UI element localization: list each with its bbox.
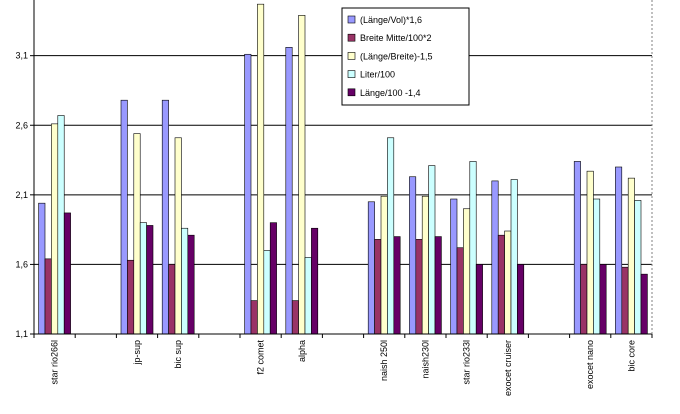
- bar: [244, 53, 252, 335]
- bar: [621, 266, 629, 335]
- legend-swatch: [347, 52, 356, 60]
- bar: [463, 208, 471, 335]
- bar: [311, 227, 319, 335]
- legend-swatch: [347, 88, 356, 97]
- bar: [615, 166, 623, 335]
- bar: [517, 264, 525, 335]
- bar: [580, 264, 588, 335]
- legend-label: Liter/100: [360, 70, 395, 80]
- bar: [393, 236, 401, 335]
- bar: [291, 300, 299, 335]
- bar: [57, 115, 65, 335]
- bar: [409, 176, 417, 335]
- bar: [161, 99, 169, 335]
- legend-label: Länge/100 -1,4: [360, 88, 421, 98]
- bar: [497, 234, 505, 335]
- bar: [133, 133, 141, 335]
- category-label: naish230l: [420, 340, 430, 379]
- bar: [181, 227, 189, 335]
- bar: [491, 180, 499, 335]
- bar: [599, 264, 607, 335]
- bar: [367, 201, 375, 335]
- bar: [298, 15, 306, 335]
- bar: [44, 258, 52, 335]
- bar: [285, 47, 293, 335]
- bar: [469, 161, 477, 335]
- legend-label: Breite Mitte/100*2: [360, 33, 432, 43]
- category-label: star rio266l: [50, 340, 60, 385]
- bar: [304, 257, 312, 335]
- bar: [510, 179, 518, 335]
- bar: [387, 137, 395, 335]
- legend: (Länge/Vol)*1,6 Breite Mitte/100*2 (Länge/…: [341, 7, 470, 106]
- bar: [504, 230, 512, 335]
- bar: [634, 200, 642, 335]
- bar: [450, 198, 458, 335]
- legend-swatch: [347, 15, 356, 24]
- legend-label: (Länge/Vol)*1,6: [360, 15, 422, 25]
- bar: [139, 222, 147, 335]
- legend-box: [341, 7, 470, 106]
- category-label: exocet nano: [585, 340, 595, 389]
- bar: [428, 165, 436, 335]
- y-tick-label: 1,6: [15, 259, 28, 269]
- bar: [263, 250, 271, 335]
- axes: 1,1 1,6 2,1 2,6 3,1 star rio266l jp-sup bic sup…: [15, 0, 653, 396]
- bars: [38, 3, 648, 335]
- y-tick-label: 1,1: [15, 329, 28, 339]
- bar: [127, 259, 135, 335]
- bar: [374, 239, 382, 335]
- bar: [627, 177, 635, 335]
- bar: [51, 123, 59, 335]
- category-label: naish 250l: [379, 340, 389, 381]
- bar: [187, 234, 195, 335]
- y-tick-label: 2,6: [15, 120, 28, 130]
- legend-label: (Länge/Breite)-1,5: [360, 51, 433, 61]
- bar: [593, 198, 601, 335]
- bar: [250, 300, 258, 335]
- legend-swatch: [347, 70, 356, 78]
- bar: [586, 170, 594, 335]
- bar: [573, 161, 581, 335]
- bar: [475, 264, 483, 335]
- bar: [63, 212, 71, 335]
- bar: [380, 195, 388, 335]
- category-label: star rio233l: [462, 340, 472, 385]
- y-tick-label: 2,1: [15, 190, 28, 200]
- category-label: jp-sup: [132, 340, 142, 366]
- category-label: bic sup: [173, 340, 183, 369]
- category-label: alpha: [297, 340, 307, 362]
- bar: [640, 273, 648, 335]
- bar: [415, 239, 423, 335]
- category-label: bic core: [626, 340, 636, 372]
- bar: [257, 3, 265, 335]
- legend-swatch: [347, 33, 356, 42]
- bar: [174, 137, 182, 335]
- bar: [421, 195, 429, 335]
- bar: [456, 247, 464, 335]
- y-tick-label: 3,1: [15, 51, 28, 61]
- bar: [434, 236, 442, 335]
- bar: [146, 225, 154, 335]
- bar: [168, 264, 176, 335]
- category-label: f2 comet: [256, 340, 266, 375]
- category-label: exocet cruiser: [503, 340, 513, 396]
- bar: [269, 222, 277, 335]
- bar: [38, 202, 46, 335]
- bar: [120, 99, 128, 335]
